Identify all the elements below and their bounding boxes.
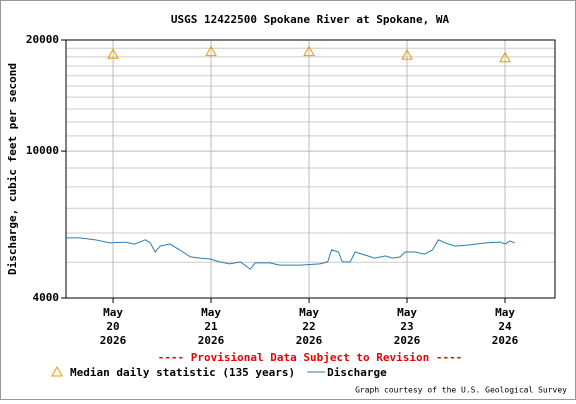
y-tick-label: 20000 [26, 33, 59, 46]
y-tick-label: 4000 [33, 291, 60, 304]
legend-label: Median daily statistic (135 years) [70, 366, 295, 379]
x-tick-label: 2026 [198, 334, 225, 347]
x-tick-label: 23 [400, 320, 413, 333]
provisional-note: ---- Provisional Data Subject to Revisio… [158, 351, 463, 364]
x-tick-label: May [397, 306, 417, 319]
x-tick-label: 24 [498, 320, 512, 333]
x-tick-label: 20 [106, 320, 119, 333]
credit: Graph courtesy of the U.S. Geological Su… [355, 386, 567, 395]
x-tick-label: 2026 [394, 334, 421, 347]
discharge-line [66, 237, 516, 270]
median-marker [401, 49, 413, 60]
x-tick-label: 2026 [100, 334, 127, 347]
x-tick-label: 2026 [492, 334, 519, 347]
y-axis-label: Discharge, cubic feet per second [6, 63, 19, 275]
x-tick-label: May [103, 306, 123, 319]
median-marker [499, 51, 511, 63]
x-tick-label: 22 [302, 320, 315, 333]
median-marker [205, 45, 217, 57]
y-tick-label: 10000 [26, 144, 59, 157]
x-tick-label: May [299, 306, 319, 319]
median-marker [107, 48, 119, 59]
x-tick-label: May [201, 306, 221, 319]
chart-title: USGS 12422500 Spokane River at Spokane, … [171, 13, 450, 26]
plot-border [65, 39, 556, 299]
median-marker [303, 45, 315, 57]
x-tick-label: 21 [204, 320, 218, 333]
x-tick-label: 2026 [296, 334, 323, 347]
legend-marker [51, 365, 63, 377]
legend-label: Discharge [327, 366, 387, 379]
x-tick-label: May [495, 306, 515, 319]
